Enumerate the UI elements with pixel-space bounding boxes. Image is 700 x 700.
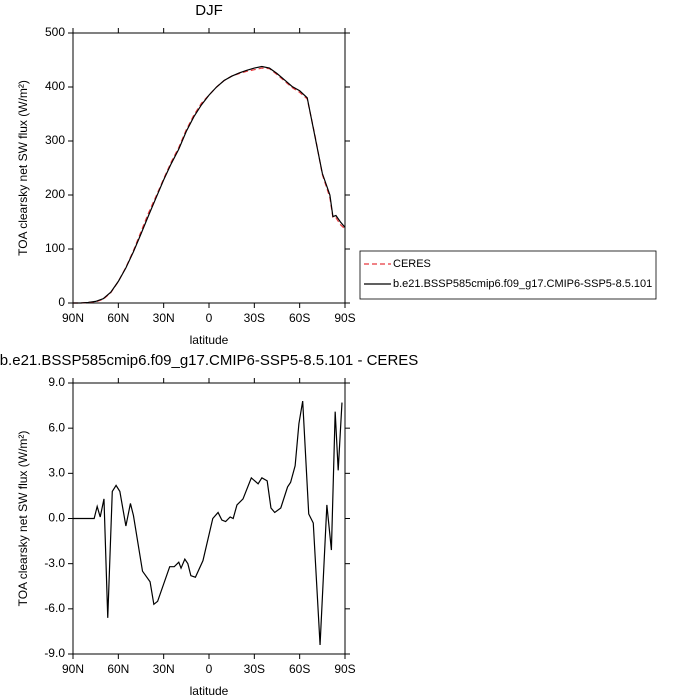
y-tick-label: 0.0 — [48, 511, 65, 525]
y-tick-label: 6.0 — [48, 420, 65, 434]
x-tick-label: 0 — [206, 662, 213, 676]
y-tick-label: 300 — [45, 133, 65, 147]
legend-label: CERES — [393, 258, 431, 270]
y-axis-label: TOA clearsky net SW flux (W/m²) — [16, 80, 30, 256]
y-tick-label: -9.0 — [44, 646, 65, 660]
x-axis-label: latitude — [190, 333, 229, 347]
y-tick-label: 100 — [45, 241, 65, 255]
x-tick-label: 30N — [153, 311, 175, 325]
x-tick-label: 60N — [107, 311, 129, 325]
y-tick-label: 500 — [45, 25, 65, 39]
x-tick-label: 60N — [107, 662, 129, 676]
y-tick-label: 400 — [45, 79, 65, 93]
x-axis-label: latitude — [190, 684, 229, 698]
y-tick-label: 200 — [45, 187, 65, 201]
x-tick-label: 90S — [334, 662, 355, 676]
data-line — [73, 67, 346, 304]
x-tick-label: 30S — [244, 311, 265, 325]
x-tick-label: 90N — [62, 311, 84, 325]
x-tick-label: 90S — [334, 311, 355, 325]
plot-frame — [72, 32, 346, 304]
x-tick-label: 60S — [289, 662, 310, 676]
data-line — [73, 400, 343, 646]
chart-title: b.e21.BSSP585cmip6.f09_g17.CMIP6-SSP5-8.… — [0, 352, 418, 369]
y-tick-label: 0 — [58, 295, 65, 309]
x-tick-label: 90N — [62, 662, 84, 676]
x-tick-label: 30N — [153, 662, 175, 676]
chart-title: DJF — [195, 2, 223, 19]
y-tick-label: 9.0 — [48, 375, 65, 389]
x-tick-label: 30S — [244, 662, 265, 676]
legend-label: b.e21.BSSP585cmip6.f09_g17.CMIP6-SSP5-8.… — [393, 278, 652, 290]
y-tick-label: -3.0 — [44, 556, 65, 570]
x-tick-label: 60S — [289, 311, 310, 325]
data-line — [73, 65, 346, 304]
y-tick-label: -6.0 — [44, 601, 65, 615]
y-axis-label: TOA clearsky net SW flux (W/m²) — [16, 431, 30, 607]
legend-box — [359, 250, 657, 300]
x-tick-label: 0 — [206, 311, 213, 325]
y-tick-label: 3.0 — [48, 466, 65, 480]
